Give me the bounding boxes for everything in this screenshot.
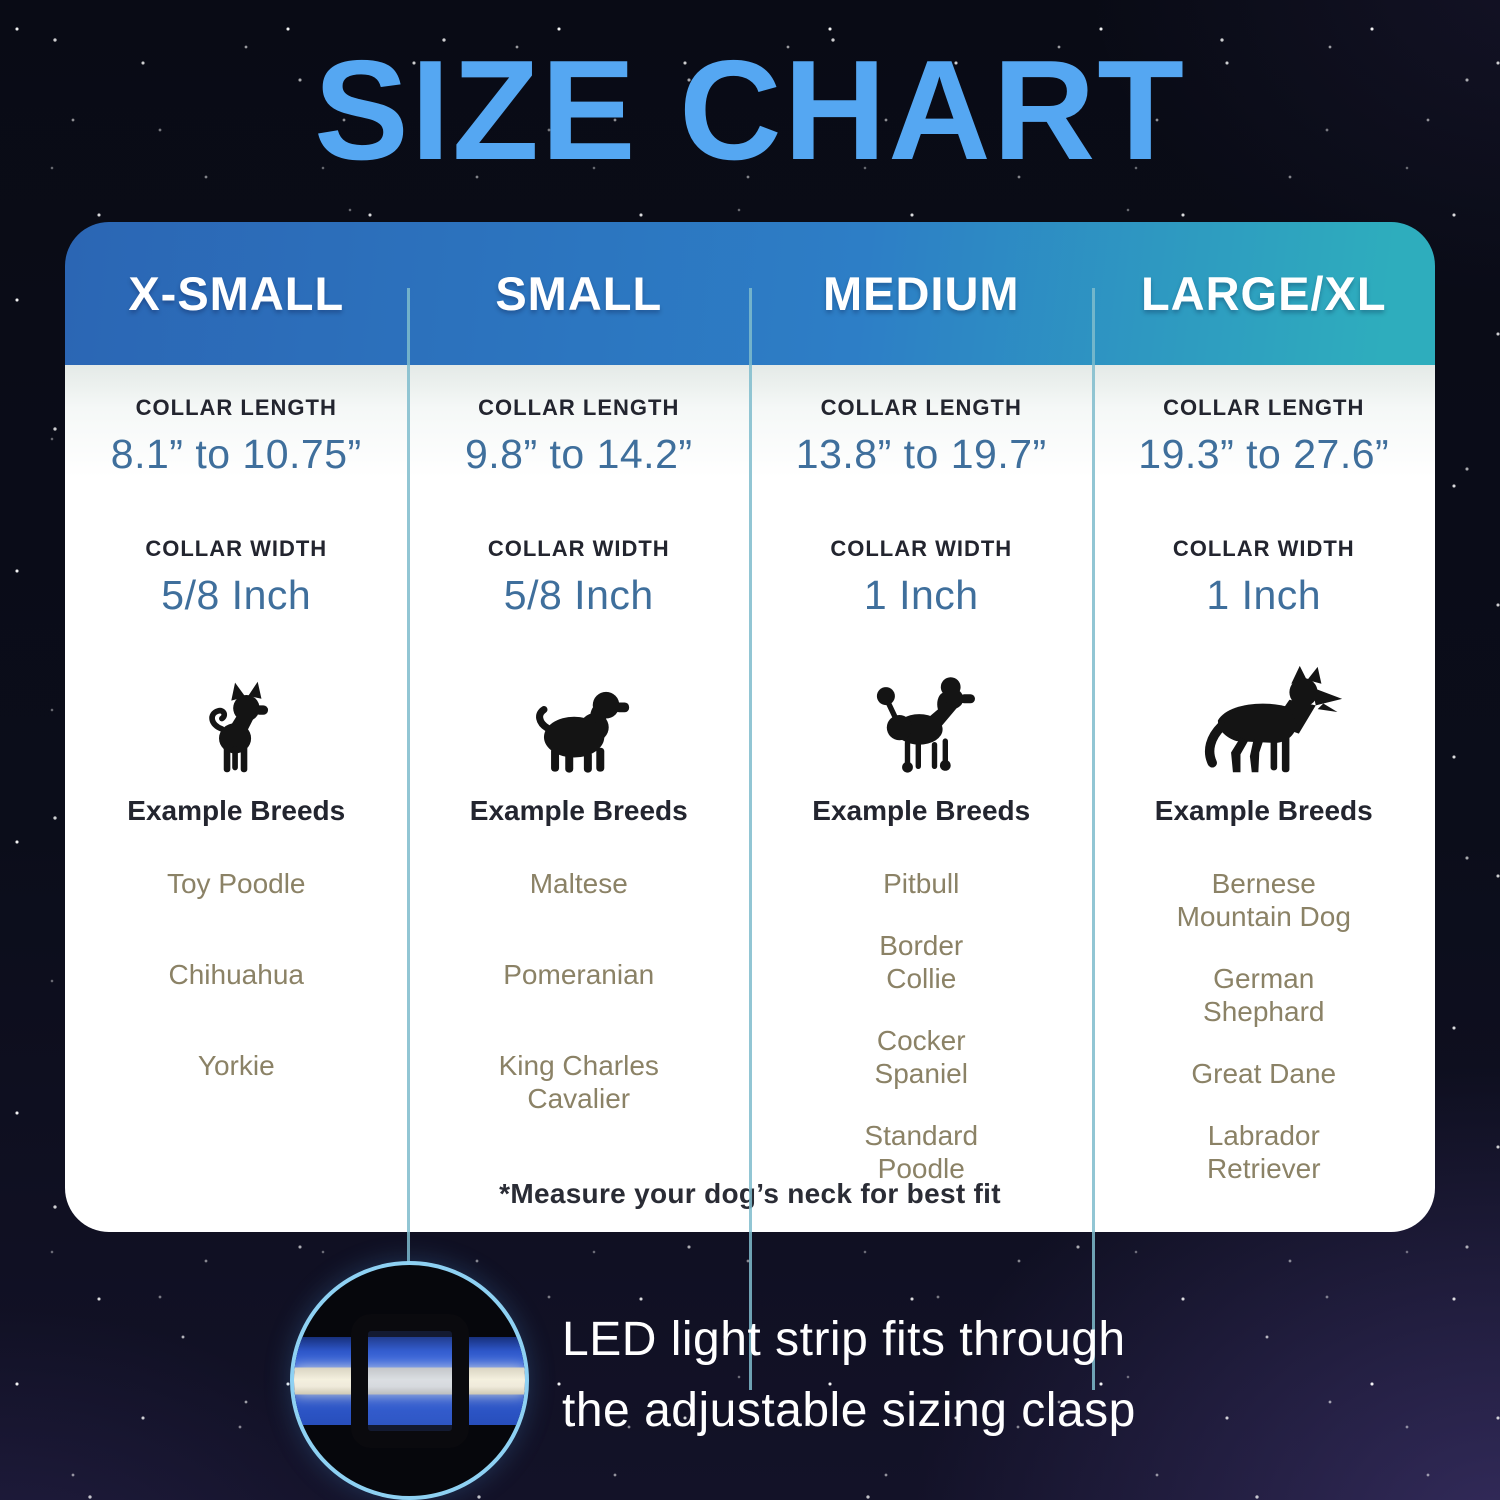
breeds-list: Bernese Mountain Dog German Shephard Gre…: [1093, 867, 1436, 1185]
column-medium: COLLAR LENGTH 13.8” to 19.7” COLLAR WIDT…: [750, 365, 1093, 1232]
breed-item: Maltese: [529, 868, 628, 899]
collar-width-value: 1 Inch: [1206, 572, 1322, 618]
example-breeds-label: Example Breeds: [127, 795, 346, 826]
dog-box: [1093, 643, 1436, 775]
size-chart-card: X-SMALL SMALL MEDIUM LARGE/XL COLLAR LEN…: [65, 222, 1436, 1390]
german-shepherd-icon: [1204, 665, 1342, 773]
breed-item: Bernese Mountain Dog: [1176, 868, 1351, 932]
cavalier-spaniel-icon: [535, 691, 629, 773]
collar-width-value: 5/8 Inch: [161, 572, 312, 618]
collar-length-label: COLLAR LENGTH: [478, 395, 680, 420]
breed-item: German Shephard: [1203, 963, 1325, 1027]
collar-width-label: COLLAR WIDTH: [487, 536, 670, 561]
breed-item: Chihuahua: [168, 959, 304, 990]
breed-item: Border Collie: [879, 930, 964, 994]
collar-length-value: 8.1” to 10.75”: [110, 431, 362, 477]
breed-item: Pitbull: [883, 868, 960, 899]
chihuahua-icon: [209, 681, 269, 773]
poodle-icon: [877, 677, 976, 773]
size-chart-header: X-SMALL SMALL MEDIUM LARGE/XL: [65, 222, 1435, 365]
column-header-medium: MEDIUM: [822, 267, 1020, 320]
example-breeds-label: Example Breeds: [1154, 795, 1373, 826]
breed-item: Toy Poodle: [166, 868, 306, 899]
collar-clasp-photo: [290, 1261, 529, 1500]
led-strip: [294, 1367, 525, 1394]
breed-item: Yorkie: [197, 1050, 275, 1081]
column-header-small: SMALL: [495, 267, 663, 320]
collar-length-label: COLLAR LENGTH: [135, 395, 337, 420]
dog-box: [750, 643, 1093, 775]
breed-item: Labrador Retriever: [1206, 1120, 1321, 1184]
breed-item: Pomeranian: [503, 959, 655, 990]
breeds-list: Pitbull Border Collie Cocker Spaniel Sta…: [750, 867, 1093, 1185]
column-header-largexl: LARGE/XL: [1140, 267, 1387, 320]
collar-width-value: 1 Inch: [863, 572, 979, 618]
breed-item: Standard Poodle: [864, 1120, 979, 1184]
dog-box: [65, 643, 408, 775]
collar-length-value: 9.8” to 14.2”: [464, 431, 693, 477]
collar-width-label: COLLAR WIDTH: [830, 536, 1013, 561]
page-title: SIZE CHART: [314, 31, 1186, 190]
sizing-clasp: [350, 1313, 469, 1448]
breed-item: Cocker Spaniel: [874, 1025, 968, 1089]
breeds-list: Toy Poodle Chihuahua Yorkie: [65, 867, 408, 1082]
collar-width-label: COLLAR WIDTH: [145, 536, 328, 561]
collar-length-label: COLLAR LENGTH: [1163, 395, 1365, 420]
collar-width-label: COLLAR WIDTH: [1172, 536, 1355, 561]
collar-length-value: 19.3” to 27.6”: [1138, 431, 1390, 477]
led-note: LED light strip fits through the adjusta…: [562, 1304, 1136, 1446]
led-note-line1: LED light strip fits through: [562, 1313, 1126, 1366]
column-divider: [749, 288, 752, 1390]
column-xsmall: COLLAR LENGTH 8.1” to 10.75” COLLAR WIDT…: [65, 365, 408, 1232]
column-divider: [1091, 288, 1095, 1390]
example-breeds-label: Example Breeds: [469, 795, 688, 826]
column-largexl: COLLAR LENGTH 19.3” to 27.6” COLLAR WIDT…: [1093, 365, 1436, 1232]
collar-length-label: COLLAR LENGTH: [820, 395, 1022, 420]
breed-item: King Charles Cavalier: [498, 1050, 659, 1114]
column-header-xsmall: X-SMALL: [128, 267, 345, 320]
column-small: COLLAR LENGTH 9.8” to 14.2” COLLAR WIDTH…: [408, 365, 751, 1232]
led-note-line2: the adjustable sizing clasp: [562, 1384, 1136, 1437]
collar-width-value: 5/8 Inch: [503, 572, 654, 618]
breeds-list: Maltese Pomeranian King Charles Cavalier: [408, 867, 751, 1115]
breed-item: Great Dane: [1191, 1058, 1337, 1089]
column-divider: [406, 288, 410, 1390]
example-breeds-label: Example Breeds: [812, 795, 1031, 826]
collar-length-value: 13.8” to 19.7”: [795, 431, 1047, 477]
dog-box: [408, 643, 751, 775]
